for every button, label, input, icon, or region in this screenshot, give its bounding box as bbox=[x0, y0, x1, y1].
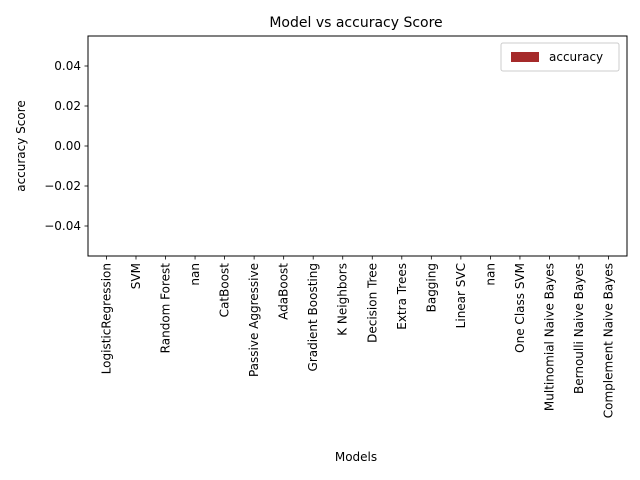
x-tick-label: AdaBoost bbox=[277, 263, 291, 320]
y-axis-label: accuracy Score bbox=[14, 100, 28, 192]
x-tick-label: Bernoulli Naive Bayes bbox=[572, 263, 586, 394]
x-tick-label: Linear SVC bbox=[454, 263, 468, 328]
x-axis-ticks: LogisticRegression SVM Random Forest nan Cat… bbox=[99, 256, 616, 418]
y-tick-label: 0.04 bbox=[54, 59, 81, 73]
plot-area bbox=[87, 35, 628, 257]
legend-label: accuracy bbox=[549, 50, 603, 64]
legend-frame bbox=[500, 42, 620, 72]
x-tick-label: LogisticRegression bbox=[99, 263, 113, 374]
x-tick-label: Random Forest bbox=[159, 263, 173, 354]
x-tick-label: CatBoost bbox=[218, 263, 232, 318]
y-tick-label: −0.04 bbox=[44, 219, 81, 233]
plot-frame bbox=[87, 35, 628, 257]
legend-swatch bbox=[511, 52, 539, 62]
x-tick-label: Gradient Boosting bbox=[306, 263, 320, 371]
x-tick-label: Bagging bbox=[424, 263, 438, 312]
x-tick-label: Extra Trees bbox=[395, 263, 409, 330]
x-tick-label: Decision Tree bbox=[365, 263, 379, 343]
x-tick-label: One Class SVM bbox=[513, 263, 527, 353]
x-tick-label: Multinomial Naive Bayes bbox=[542, 263, 556, 411]
x-tick-label: Passive Aggressive bbox=[247, 263, 261, 377]
y-tick-label: −0.02 bbox=[44, 179, 81, 193]
legend: accuracy bbox=[500, 42, 620, 72]
x-tick-label: K Neighbors bbox=[336, 263, 350, 336]
x-tick-label: Complement Naive Bayes bbox=[602, 263, 616, 418]
y-tick-label: 0.00 bbox=[54, 139, 81, 153]
x-tick-label: nan bbox=[188, 263, 202, 286]
x-tick-label: nan bbox=[483, 263, 497, 286]
x-axis-label: Models bbox=[335, 450, 377, 464]
chart-title: Model vs accuracy Score bbox=[269, 15, 442, 31]
y-tick-label: 0.02 bbox=[54, 99, 81, 113]
x-tick-label: SVM bbox=[129, 263, 143, 289]
y-axis-ticks: −0.04 −0.02 0.00 0.02 0.04 bbox=[44, 59, 88, 233]
